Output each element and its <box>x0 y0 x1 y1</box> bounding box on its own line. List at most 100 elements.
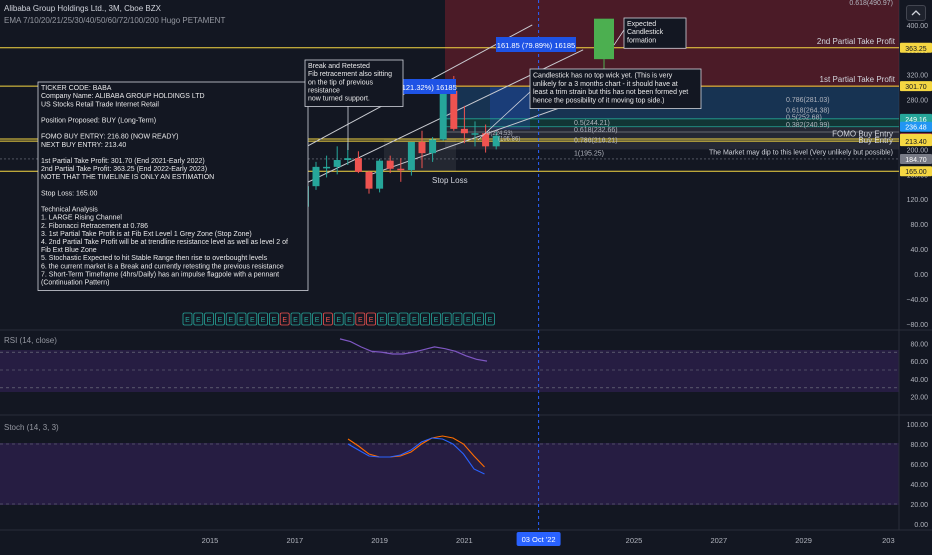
stoch-band <box>0 443 899 505</box>
earnings-marker <box>182 312 193 326</box>
stoch-k-line <box>347 437 485 475</box>
price-tag <box>900 42 932 53</box>
expected-note-pointer <box>613 29 625 46</box>
analysis-note-line: Stop Loss: 165.00 <box>41 190 98 197</box>
earnings-marker-label: E <box>250 317 255 324</box>
earnings-marker-label: E <box>272 317 277 324</box>
candle-body <box>429 139 437 154</box>
analysis-note-line: 1. LARGE Rising Channel <box>41 215 122 222</box>
earnings-marker <box>430 312 441 326</box>
earnings-marker-label: E <box>369 317 374 324</box>
earnings-marker <box>355 312 366 326</box>
candle-body <box>323 166 331 169</box>
time-cursor-label: 03 Oct '22 <box>522 535 556 544</box>
candle-wick-note-line: hence the possibility of it moving top s… <box>533 98 665 105</box>
earnings-marker-label: E <box>228 317 233 324</box>
break-retest-note-line: now turned support. <box>308 96 370 103</box>
measure-label-bg <box>496 37 576 52</box>
earnings-marker-label: E <box>261 317 266 324</box>
green-fib-zone <box>445 118 899 128</box>
top-fib-label: 0.618(490.97) <box>849 0 893 7</box>
stoch-d-line <box>347 435 485 468</box>
earnings-marker <box>290 312 301 326</box>
candle-wick-note <box>529 68 702 109</box>
earnings-marker <box>463 312 474 326</box>
earnings-marker-label: E <box>304 317 309 324</box>
expected-candle-note-line: Expected <box>627 21 656 28</box>
earnings-marker <box>484 312 495 326</box>
candle-body <box>482 133 490 147</box>
price-axis-tick: 200.00 <box>907 147 929 154</box>
price-tag-label: 236.48 <box>905 125 927 132</box>
candle-body <box>386 160 394 169</box>
earnings-marker-label: E <box>326 317 331 324</box>
price-tag <box>900 113 932 124</box>
analysis-note-line: NOTE THAT THE TIMELINE IS ONLY AN ESTIMA… <box>41 174 214 181</box>
price-tag-label: 249.16 <box>905 117 927 124</box>
analysis-note-line: 4. 2nd Partial Take Profit will be at tr… <box>41 239 288 246</box>
earnings-marker <box>409 312 420 326</box>
analysis-note-line: 7. Short-Term Timeframe (4hrs/Daily) has… <box>41 271 279 278</box>
stoch-pane-label[interactable]: Stoch (14, 3, 3) <box>4 423 59 432</box>
price-tag-label: 301.70 <box>905 84 927 91</box>
earnings-marker-label: E <box>315 317 320 324</box>
price-axis-tick: −40.00 <box>906 297 928 304</box>
analysis-note-line: 2. Fibonacci Retracement at 0.786 <box>41 223 148 230</box>
fib-small-label: 0(224.53) <box>487 131 513 137</box>
fib-label: 0.5(252.68) <box>786 115 822 122</box>
analysis-note-line: 5. Stochastic Expected to hit Stable Ran… <box>41 255 268 262</box>
earnings-marker-label: E <box>282 317 287 324</box>
earnings-marker-label: E <box>466 317 471 324</box>
price-tag <box>900 121 932 132</box>
candle-body <box>333 160 341 167</box>
fib-label: 0.618(232.66) <box>574 127 618 134</box>
candle-body <box>450 90 458 129</box>
chevron-up-icon <box>911 10 921 16</box>
earnings-marker <box>258 312 269 326</box>
candle-body <box>365 171 373 189</box>
price-tag-label: 165.00 <box>905 169 927 176</box>
stop-loss-label: Stop Loss <box>432 176 468 185</box>
rsi-axis-tick: 40.00 <box>910 377 928 384</box>
earnings-marker-label: E <box>196 317 201 324</box>
scroll-to-top-button[interactable] <box>906 5 926 21</box>
earnings-marker <box>387 312 398 326</box>
grey-stop-zone <box>445 127 899 150</box>
stoch-axis-tick: 60.00 <box>910 462 928 469</box>
earnings-marker-label: E <box>380 317 385 324</box>
price-axis-tick: 40.00 <box>910 247 928 254</box>
candle-wick-note-line: Candlestick has no top wick yet. (This i… <box>533 72 673 79</box>
earnings-marker-label: E <box>423 317 428 324</box>
price-axis-tick: 280.00 <box>907 98 929 105</box>
buy-entry-label: Buy Entry <box>858 136 893 145</box>
symbol-title: Alibaba Group Holdings Ltd., 3M, Cboe BZ… <box>4 4 161 13</box>
candle-wick-note-line: unlikely for a 3 months chart - it shoul… <box>533 81 678 88</box>
earnings-marker-label: E <box>488 317 493 324</box>
fib-small-label: (195.86) <box>498 137 520 143</box>
analysis-note-line: Fib Ext Blue Zone <box>41 247 97 254</box>
rsi-axis-tick: 60.00 <box>910 359 928 366</box>
fib-label: 0.382(240.99) <box>786 122 830 129</box>
candle-body <box>344 158 352 161</box>
time-axis-tick: 2021 <box>456 536 473 545</box>
candle-body <box>376 160 384 189</box>
earnings-marker <box>247 312 258 326</box>
support-trend-line <box>370 99 584 175</box>
dip-level-label: The Market may dip to this level (Very u… <box>709 149 893 156</box>
expected-candle-note <box>623 17 687 49</box>
fib-label: 1(195.25) <box>574 150 604 157</box>
candle-body <box>397 168 405 171</box>
candle-body <box>492 135 500 147</box>
time-axis-tick: 2019 <box>371 536 388 545</box>
analysis-note-line: US Stocks Retail Trade Internet Retail <box>41 101 159 108</box>
earnings-marker <box>376 312 387 326</box>
earnings-marker-label: E <box>412 317 417 324</box>
earnings-marker <box>268 312 279 326</box>
rsi-pane-label[interactable]: RSI (14, close) <box>4 336 57 345</box>
stoch-axis-tick: 40.00 <box>910 482 928 489</box>
candle-body <box>460 128 468 134</box>
earnings-marker <box>204 312 215 326</box>
earnings-marker-label: E <box>218 317 223 324</box>
fib-label: 0.786(216.21) <box>574 137 618 144</box>
